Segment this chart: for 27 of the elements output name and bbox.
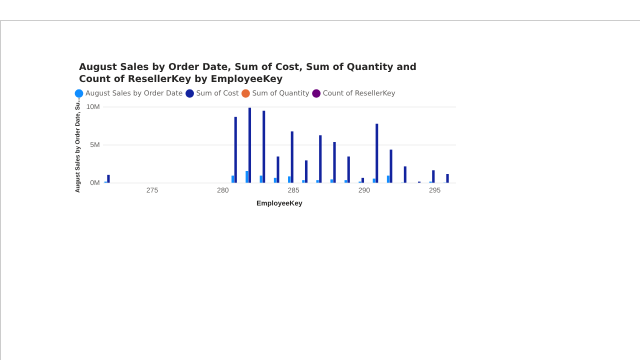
bar — [376, 124, 378, 183]
bar — [386, 176, 390, 183]
bar — [333, 142, 336, 183]
bar — [319, 135, 322, 183]
bar — [347, 156, 350, 183]
bar — [302, 180, 305, 183]
bar — [234, 116, 237, 183]
bar — [344, 180, 348, 183]
bar — [232, 176, 234, 183]
bar — [404, 166, 406, 183]
bar — [107, 174, 110, 183]
bar — [372, 178, 376, 183]
bar — [288, 176, 291, 183]
bar — [248, 108, 252, 183]
bar — [290, 131, 294, 183]
bar — [260, 176, 262, 183]
chart-title: August Sales by Order Date, Sum of Cost, Sum of Quantity and Count of ResellerKey by EmployeeKey — [79, 62, 418, 86]
bar — [390, 150, 392, 183]
bar — [276, 156, 280, 183]
bar — [361, 178, 364, 183]
bar — [274, 178, 276, 183]
bar — [246, 171, 248, 183]
bar — [316, 180, 319, 183]
bar — [262, 110, 266, 183]
bar — [446, 174, 449, 183]
bar — [432, 170, 435, 183]
bar — [304, 160, 308, 183]
